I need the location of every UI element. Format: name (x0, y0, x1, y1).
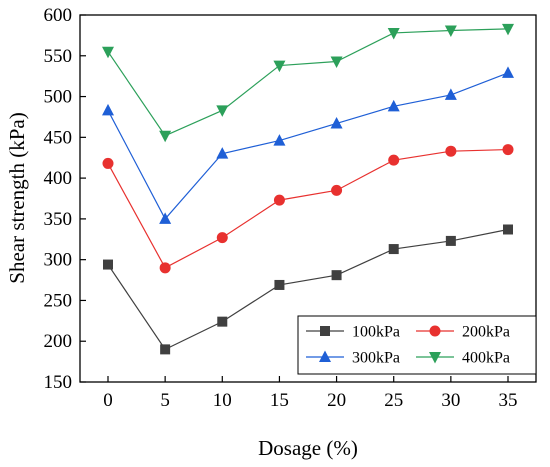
data-point (102, 46, 114, 59)
y-tick-label: 300 (44, 250, 73, 271)
y-tick-label: 350 (44, 209, 73, 230)
x-tick-label: 5 (160, 390, 170, 411)
data-point (331, 184, 343, 196)
y-tick-label: 150 (44, 372, 73, 393)
legend-marker (429, 352, 441, 364)
series-400kPa (102, 23, 514, 143)
axis-ticks: 0 5 10 15 20 25 30 35 150 200 250 300 350 400 450 500 55… (44, 5, 518, 411)
data-point (387, 27, 400, 40)
data-point (502, 23, 514, 36)
data-point (273, 134, 286, 146)
data-point (387, 99, 400, 112)
data-point (102, 103, 114, 116)
data-point (216, 105, 229, 117)
data-point (102, 157, 114, 169)
data-point (217, 316, 228, 327)
y-tick-label: 200 (44, 331, 73, 352)
series-line (107, 148, 509, 269)
series-300kPa (102, 66, 514, 224)
y-tick-label: 450 (44, 127, 73, 148)
x-tick-label: 0 (103, 390, 113, 411)
data-point (444, 25, 457, 37)
legend-marker (319, 350, 331, 362)
data-point (388, 154, 400, 166)
data-point (273, 194, 285, 206)
data-point (159, 130, 172, 143)
x-tick-label: 15 (270, 390, 289, 411)
data-point (502, 66, 514, 78)
legend: 100kPa 200kPa 300kPa 400kPa (297, 315, 537, 375)
data-point (159, 262, 171, 274)
y-tick-label: 400 (44, 168, 73, 189)
plot-frame (79, 14, 537, 383)
y-tick-label: 250 (44, 290, 73, 311)
series-layer (102, 23, 514, 355)
data-point (216, 232, 228, 244)
x-axis-title: Dosage (%) (258, 436, 358, 460)
data-point (502, 144, 514, 156)
legend-marker (429, 325, 441, 337)
legend-label: 400kPa (462, 350, 510, 367)
series-line (107, 28, 509, 137)
data-point (503, 224, 513, 235)
x-tick-label: 20 (327, 390, 346, 411)
legend-label: 300kPa (352, 350, 400, 367)
data-point (330, 56, 343, 68)
legend-entry: 200kPa (416, 324, 510, 341)
legend-entry: 300kPa (306, 350, 400, 367)
legend-label: 200kPa (462, 324, 510, 341)
legend-entry: 400kPa (416, 350, 510, 367)
legend-label: 100kPa (352, 324, 400, 341)
x-tick-label: 30 (441, 390, 460, 411)
y-axis-title: Shear strength (kPa) (5, 112, 29, 283)
data-point (331, 270, 342, 281)
series-line (107, 228, 509, 351)
data-point (330, 116, 343, 129)
data-point (103, 259, 113, 270)
data-point (273, 60, 286, 73)
data-point (160, 344, 171, 355)
x-tick-label: 10 (213, 390, 232, 411)
data-point (388, 244, 399, 255)
data-point (274, 279, 285, 290)
series-line (107, 72, 509, 220)
x-tick-label: 35 (499, 390, 518, 411)
series-100kPa (103, 224, 513, 355)
data-point (216, 147, 229, 159)
y-tick-label: 500 (44, 87, 73, 108)
data-point (445, 235, 456, 246)
data-point (445, 145, 457, 157)
legend-entry: 100kPa (306, 324, 400, 341)
x-tick-label: 25 (384, 390, 403, 411)
y-tick-label: 550 (44, 46, 73, 67)
data-point (444, 88, 457, 100)
legend-box (297, 315, 537, 375)
series-200kPa (102, 144, 514, 274)
data-point (159, 212, 172, 224)
legend-marker (320, 326, 330, 336)
y-tick-label: 600 (44, 5, 73, 26)
